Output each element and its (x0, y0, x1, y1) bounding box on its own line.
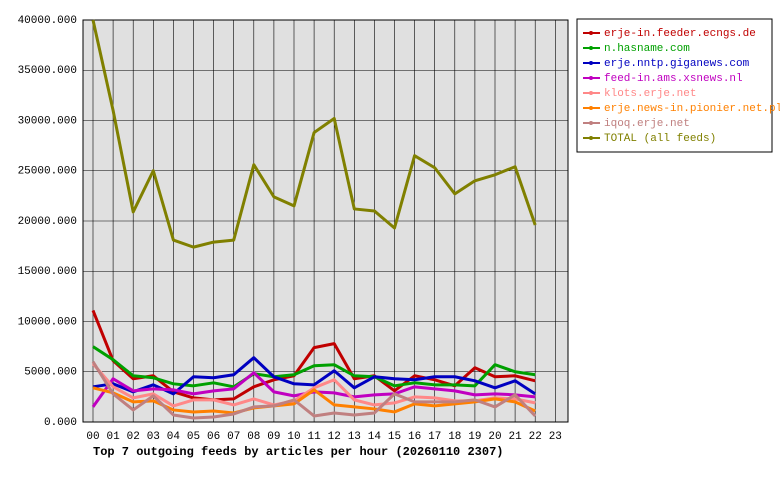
y-tick-label: 40000.000 (18, 15, 77, 27)
legend-swatch-dot (589, 31, 593, 35)
series-line (91, 360, 537, 420)
x-tick-label: 05 (187, 431, 200, 443)
legend-swatch-dot (589, 46, 593, 50)
legend-swatch-dot (589, 61, 593, 65)
x-tick-label: 06 (207, 431, 220, 443)
x-tick-label: 17 (428, 431, 441, 443)
x-tick-label: 07 (227, 431, 240, 443)
y-tick-label: 15000.000 (18, 266, 77, 278)
legend-swatch-dot (589, 121, 593, 125)
x-tick-label: 23 (549, 431, 562, 443)
x-tick-label: 00 (86, 431, 99, 443)
legend-label: erje.nntp.giganews.com (604, 58, 750, 70)
y-tick-label: 0.000 (44, 417, 77, 429)
x-tick-label: 10 (287, 431, 300, 443)
x-tick-label: 21 (508, 431, 522, 443)
legend-label: klots.erje.net (604, 88, 696, 100)
y-tick-label: 35000.000 (18, 65, 77, 77)
x-tick-label: 20 (488, 431, 501, 443)
legend-label: TOTAL (all feeds) (604, 133, 716, 145)
x-tick-label: 08 (247, 431, 260, 443)
series-line (92, 345, 536, 389)
legend-label: iqoq.erje.net (604, 118, 690, 130)
x-tick-label: 11 (307, 431, 321, 443)
y-tick-label: 10000.000 (18, 316, 77, 328)
series-line (91, 371, 536, 408)
x-tick-label: 02 (127, 431, 140, 443)
legend-swatch-dot (589, 106, 593, 110)
x-tick-label: 01 (106, 431, 120, 443)
legend-label: feed-in.ams.xsnews.nl (604, 73, 743, 85)
y-tick-label: 20000.000 (18, 216, 77, 228)
series-line (91, 309, 536, 402)
y-tick-label: 5000.000 (24, 367, 77, 379)
y-tick-label: 25000.000 (18, 166, 77, 178)
y-tick-label: 30000.000 (18, 115, 77, 127)
legend-box (576, 18, 773, 153)
x-tick-label: 14 (368, 431, 382, 443)
x-tick-label: 04 (167, 431, 181, 443)
series-line (91, 19, 537, 249)
x-tick-label: 18 (448, 431, 461, 443)
x-tick-label: 03 (147, 431, 160, 443)
chart-title: Top 7 outgoing feeds by articles per hou… (93, 445, 503, 459)
x-tick-label: 15 (388, 431, 401, 443)
legend-swatch-dot (589, 76, 593, 80)
legend-label: erje-in.feeder.ecngs.de (604, 28, 756, 40)
legend-swatch-dot (589, 91, 593, 95)
x-tick-label: 16 (408, 431, 421, 443)
x-tick-label: 22 (529, 431, 542, 443)
x-tick-label: 19 (468, 431, 481, 443)
legend-swatch-dot (589, 136, 593, 140)
x-tick-label: 09 (267, 431, 280, 443)
plot-frame (82, 19, 569, 423)
legend-label: n.hasname.com (604, 43, 690, 55)
x-tick-label: 13 (348, 431, 361, 443)
x-tick-label: 12 (328, 431, 341, 443)
legend-label: erje.news-in.pionier.net.pl (604, 103, 780, 115)
